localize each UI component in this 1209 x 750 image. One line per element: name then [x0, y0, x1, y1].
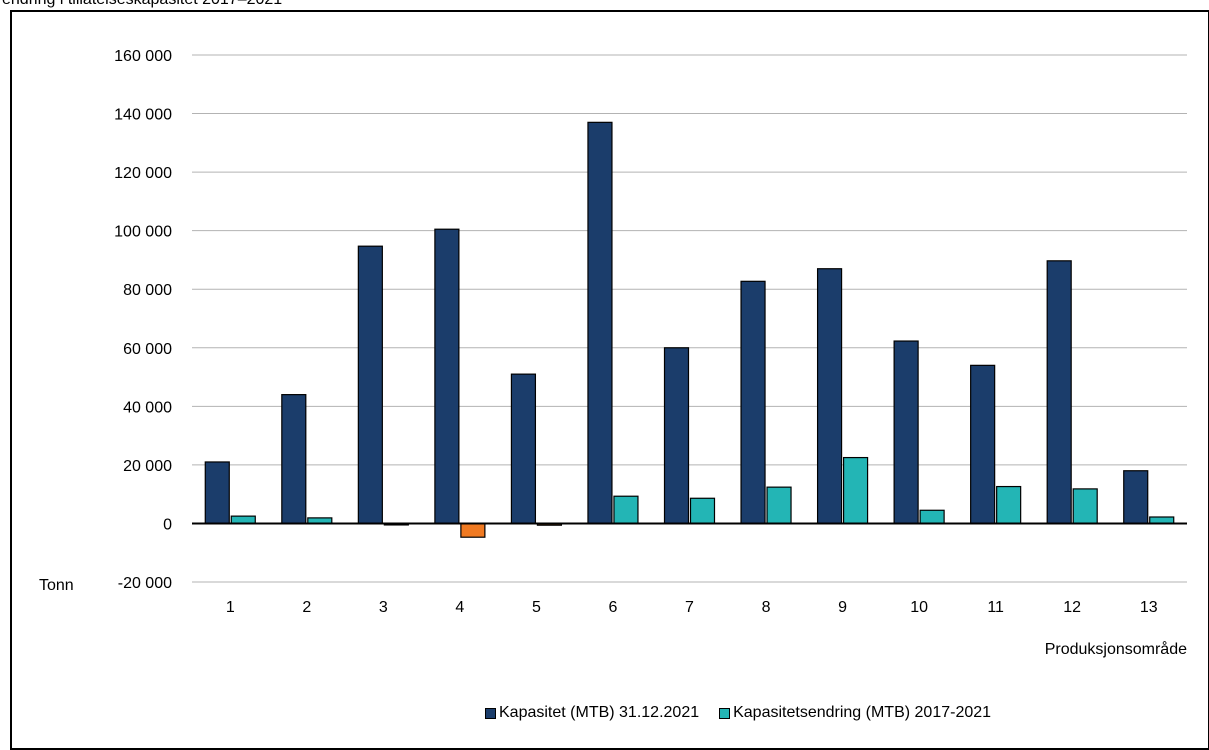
chart-title-cropped: endring i tillatelseskapasitet 2017–2021: [2, 0, 282, 9]
legend-swatch-kapasitet: [485, 707, 496, 719]
y-tick-label: 40 000: [123, 399, 172, 416]
bar-endring: [842, 456, 869, 525]
bar-kapasitet: [587, 121, 613, 525]
legend-label-endring: Kapasitetsendring (MTB) 2017-2021: [733, 704, 992, 721]
x-tick-label: 11: [987, 599, 1004, 616]
x-tick-label: 2: [302, 599, 311, 616]
bar-kapasitet: [970, 364, 996, 525]
x-tick-label: 6: [609, 599, 618, 616]
x-tick-label: 4: [455, 599, 464, 616]
x-tick-label: 5: [532, 599, 541, 616]
y-tick-label: 160 000: [114, 48, 172, 65]
legend: Kapasitet (MTB) 31.12.2021 Kapasitetsend…: [485, 704, 1011, 722]
bars: [204, 121, 1175, 538]
bar-kapasitet: [1046, 260, 1072, 525]
x-tick-label: 9: [838, 599, 847, 616]
y-axis-label: Tonn: [39, 577, 74, 594]
bar-endring: [766, 486, 792, 525]
bar-endring: [613, 495, 639, 525]
y-tick-label: 0: [163, 516, 172, 533]
x-tick-label: 8: [762, 599, 771, 616]
bar-kapasitet: [893, 340, 919, 525]
bar-endring: [460, 522, 486, 538]
bar-kapasitet: [663, 347, 690, 525]
bar-endring: [1072, 488, 1098, 525]
axis-labels: Tonn Produksjonsområde: [39, 577, 1187, 658]
y-tick-label: 20 000: [123, 458, 172, 475]
legend-item-kapasitet: Kapasitet (MTB) 31.12.2021: [485, 704, 699, 722]
bar-kapasitet: [281, 394, 307, 525]
x-tick-label: 10: [910, 599, 928, 616]
y-tick-label: -20 000: [118, 575, 172, 592]
x-tick-label: 13: [1140, 599, 1158, 616]
x-tick-label: 1: [226, 599, 235, 616]
bar-kapasitet: [740, 280, 766, 525]
x-tick-label: 12: [1063, 599, 1081, 616]
bar-kapasitet: [1123, 470, 1149, 525]
legend-swatch-endring: [719, 707, 731, 719]
legend-label-kapasitet: Kapasitet (MTB) 31.12.2021: [499, 704, 700, 721]
x-tick-label: 3: [379, 599, 388, 616]
y-tick-label: 100 000: [114, 224, 172, 241]
bar-kapasitet: [816, 268, 843, 525]
y-tick-label: 80 000: [123, 282, 172, 299]
bar-kapasitet: [434, 228, 460, 525]
y-tick-label: 60 000: [123, 341, 172, 358]
bar-endring: [996, 485, 1022, 525]
bar-endring: [689, 497, 716, 525]
bar-kapasitet: [357, 245, 383, 525]
bar-chart: -20 000 0 20 000 40 000 60 000 80 000 100 000 1…: [39, 48, 1187, 658]
bar-kapasitet: [510, 373, 537, 525]
x-tick-label: 7: [685, 599, 694, 616]
bar-endring: [230, 515, 256, 525]
gridlines: [192, 54, 1187, 583]
bar-endring: [919, 509, 945, 525]
y-tick-label: 140 000: [114, 107, 172, 124]
x-axis-label: Produksjonsområde: [1045, 640, 1187, 658]
y-tick-label: 120 000: [114, 165, 172, 182]
legend-item-endring: Kapasitetsendring (MTB) 2017-2021: [719, 704, 991, 722]
axes: -20 000 0 20 000 40 000 60 000 80 000 100 000 1…: [114, 48, 1187, 616]
chart-frame: -20 000 0 20 000 40 000 60 000 80 000 100 000 1…: [10, 10, 1209, 750]
bar-kapasitet: [204, 461, 230, 525]
